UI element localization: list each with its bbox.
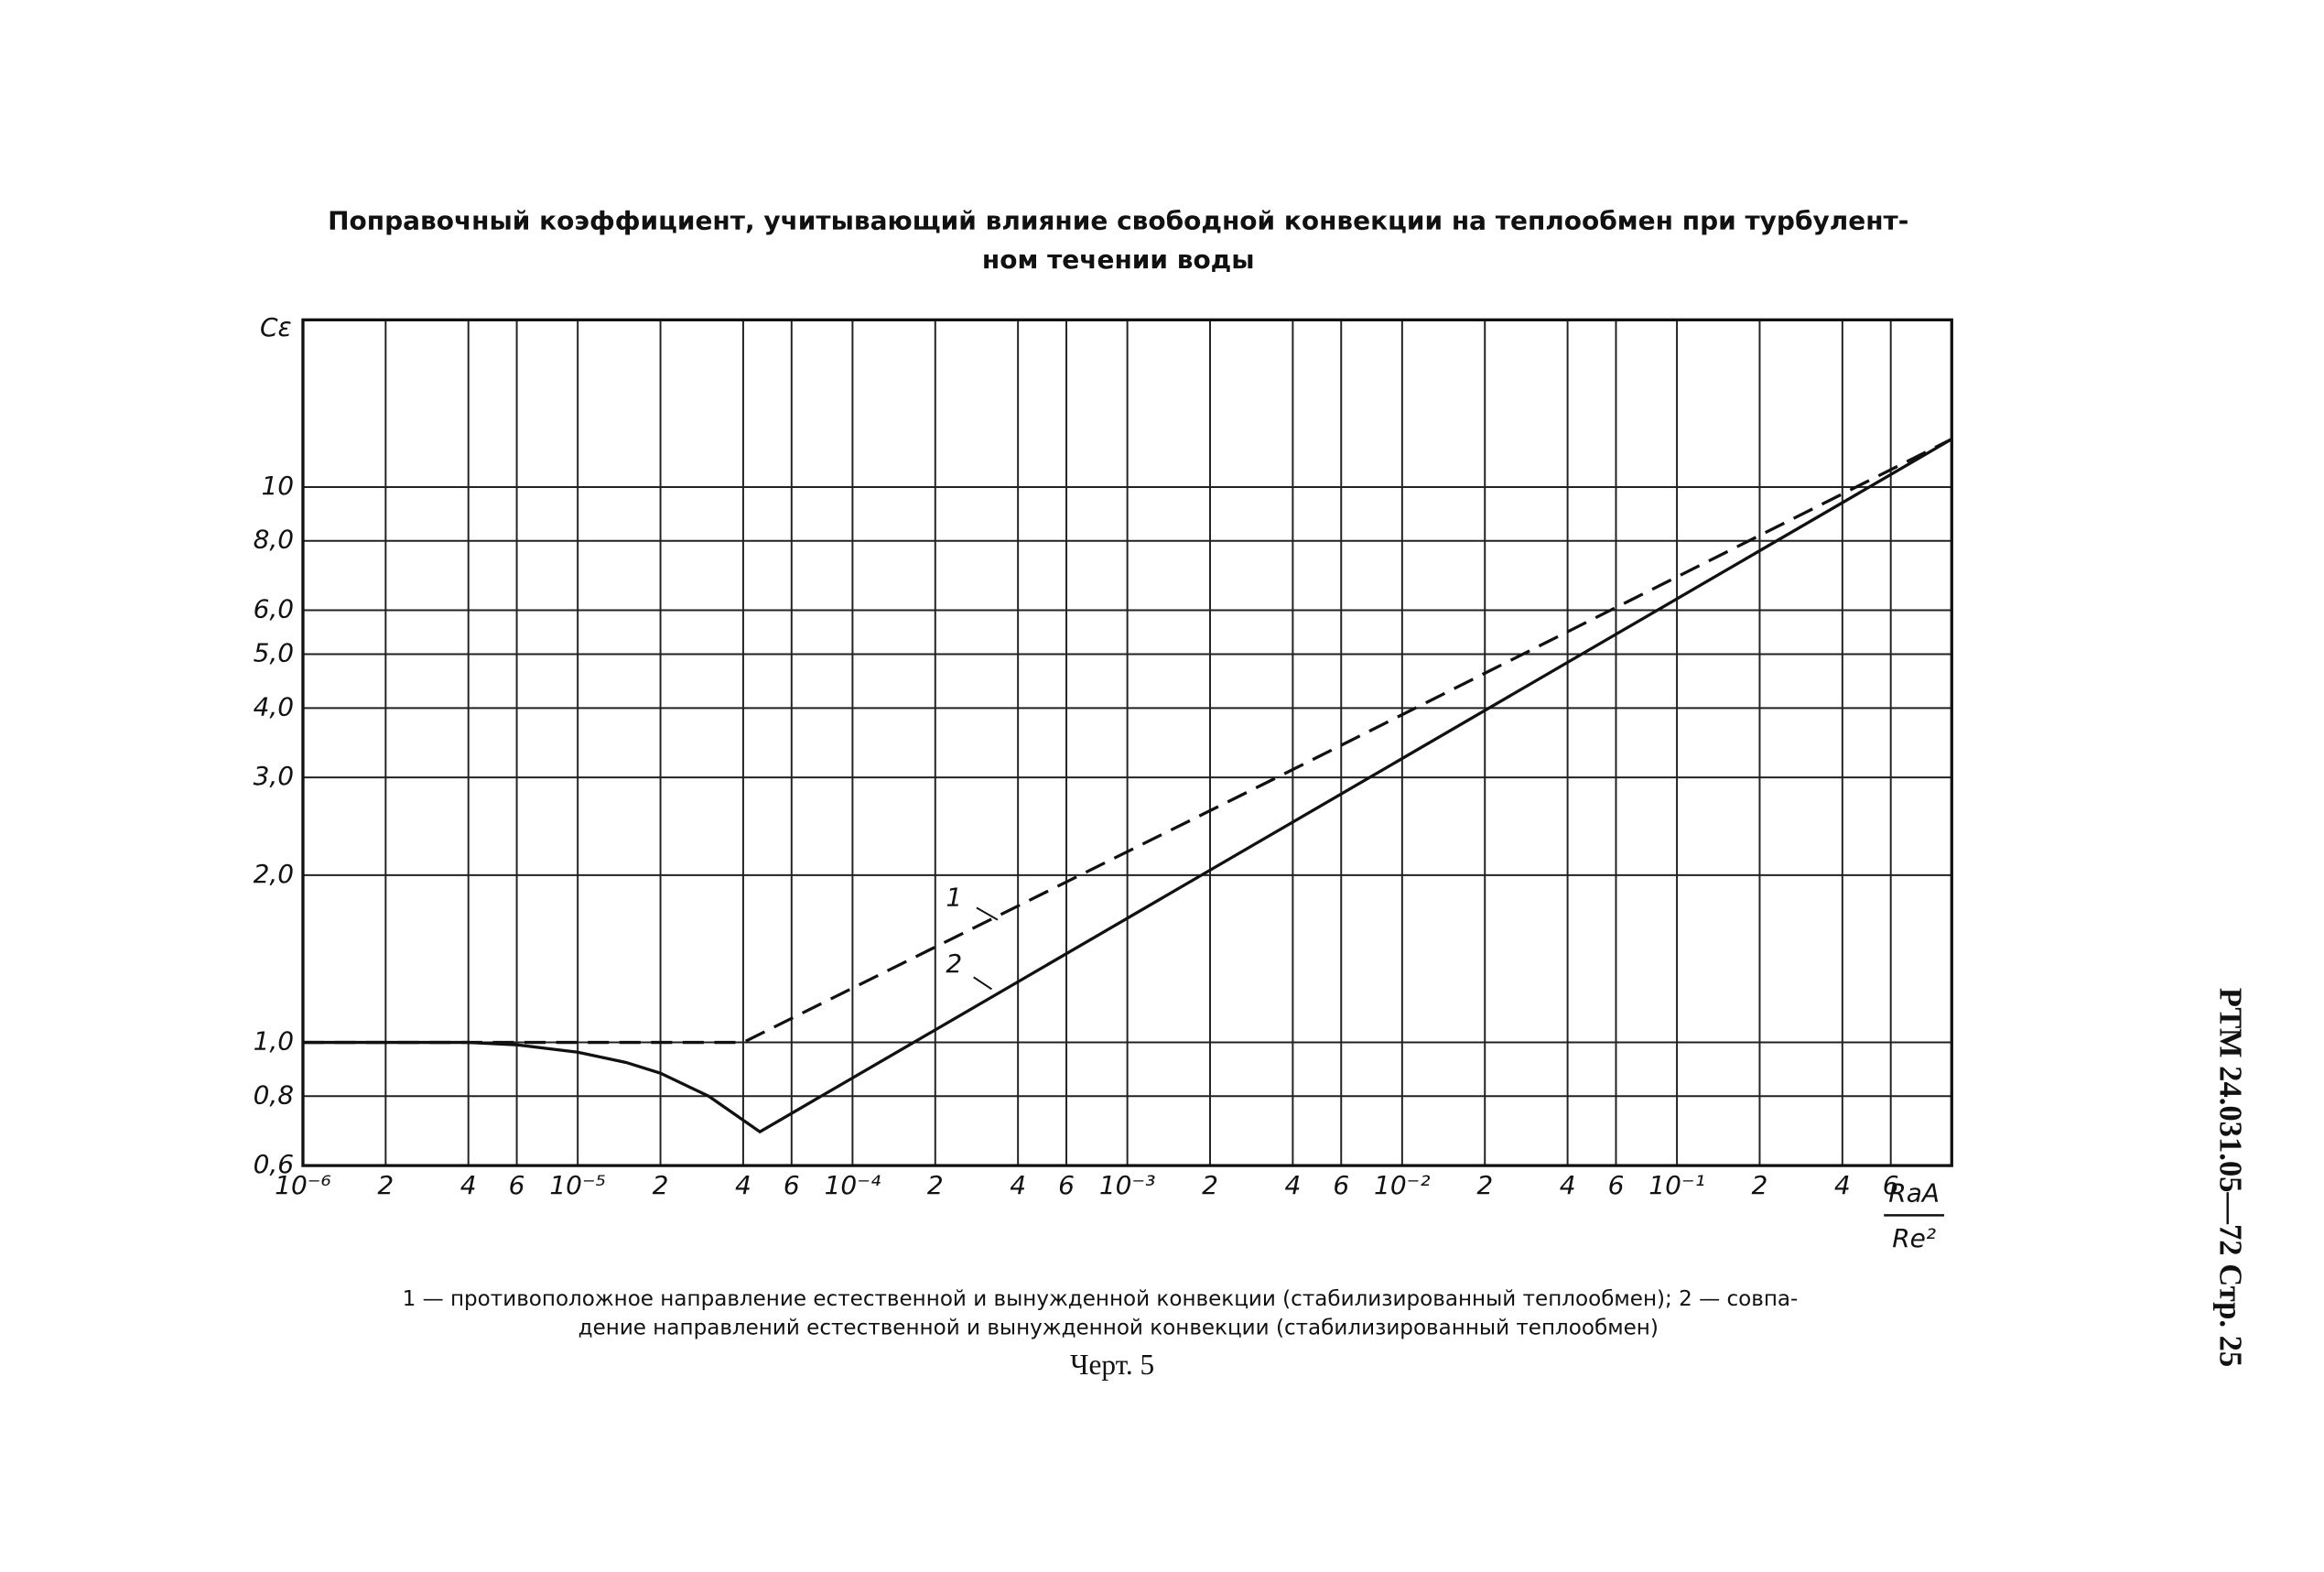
caption-line: дение направлений естественной и вынужде…: [578, 1316, 1659, 1339]
leader-line: [973, 976, 992, 991]
title-line: Поправочный коэффициент, учитывающий вли…: [328, 205, 1908, 235]
y-tick-label: 3,0: [254, 761, 295, 791]
x-tick-label: 2: [1476, 1170, 1493, 1200]
x-tick-label: 6: [784, 1170, 800, 1200]
y-tick-label: 4,0: [254, 691, 295, 721]
x-tick-label: 2: [377, 1170, 394, 1200]
figure-label: Черт. 5: [1070, 1349, 1154, 1381]
x-tick-label: 6: [1058, 1170, 1075, 1200]
x-tick-label: 2: [1202, 1170, 1218, 1200]
x-axis-label: RaA: [1888, 1177, 1940, 1208]
x-axis-label: Re²: [1892, 1223, 1936, 1253]
series-line: [302, 438, 1953, 1134]
y-tick-label: 6,0: [254, 594, 295, 624]
x-tick-label: 4: [1284, 1170, 1301, 1200]
y-tick-label: 0,8: [254, 1079, 295, 1110]
leader-line: [976, 906, 999, 921]
x-tick-label: 4: [1560, 1170, 1576, 1200]
x-tick-label: 10⁻³: [1099, 1170, 1156, 1200]
title-line: ном течении воды: [982, 244, 1255, 275]
x-tick-label: 2: [653, 1170, 669, 1200]
x-tick-label: 6: [1333, 1170, 1349, 1200]
y-tick-label: 2,0: [254, 859, 295, 889]
x-tick-label: 4: [1834, 1170, 1851, 1200]
x-tick-label: 10⁻⁵: [549, 1170, 606, 1200]
x-tick-label: 6: [1608, 1170, 1625, 1200]
y-tick-label: 1,0: [254, 1026, 295, 1057]
x-tick-label: 4: [1010, 1170, 1026, 1200]
series-label: 1: [946, 883, 962, 913]
y-tick-label: 8,0: [254, 525, 295, 555]
y-tick-label: 0,6: [254, 1149, 295, 1179]
y-tick-label: 5,0: [254, 638, 295, 668]
x-tick-label: 10⁻²: [1374, 1170, 1431, 1200]
x-tick-label: 10⁻⁶: [275, 1170, 331, 1200]
side-text: РТМ 24.031.05—72 Стр. 25: [2213, 988, 2248, 1367]
x-tick-label: 4: [735, 1170, 751, 1200]
x-tick-label: 6: [1883, 1170, 1899, 1200]
caption-line: 1 — противоположное направление естестве…: [403, 1287, 1799, 1311]
x-tick-label: 2: [927, 1170, 944, 1200]
x-tick-label: 10⁻⁴: [825, 1170, 881, 1200]
x-tick-label: 4: [460, 1170, 477, 1200]
x-tick-label: 10⁻¹: [1648, 1170, 1705, 1200]
x-tick-label: 2: [1752, 1170, 1768, 1200]
plot-frame: [301, 318, 1953, 1167]
series-line: [302, 438, 1953, 1045]
y-axis-label: Cε: [260, 312, 292, 342]
y-tick-label: 10: [261, 471, 294, 501]
series-label: 2: [946, 949, 962, 979]
x-tick-label: 6: [509, 1170, 525, 1200]
